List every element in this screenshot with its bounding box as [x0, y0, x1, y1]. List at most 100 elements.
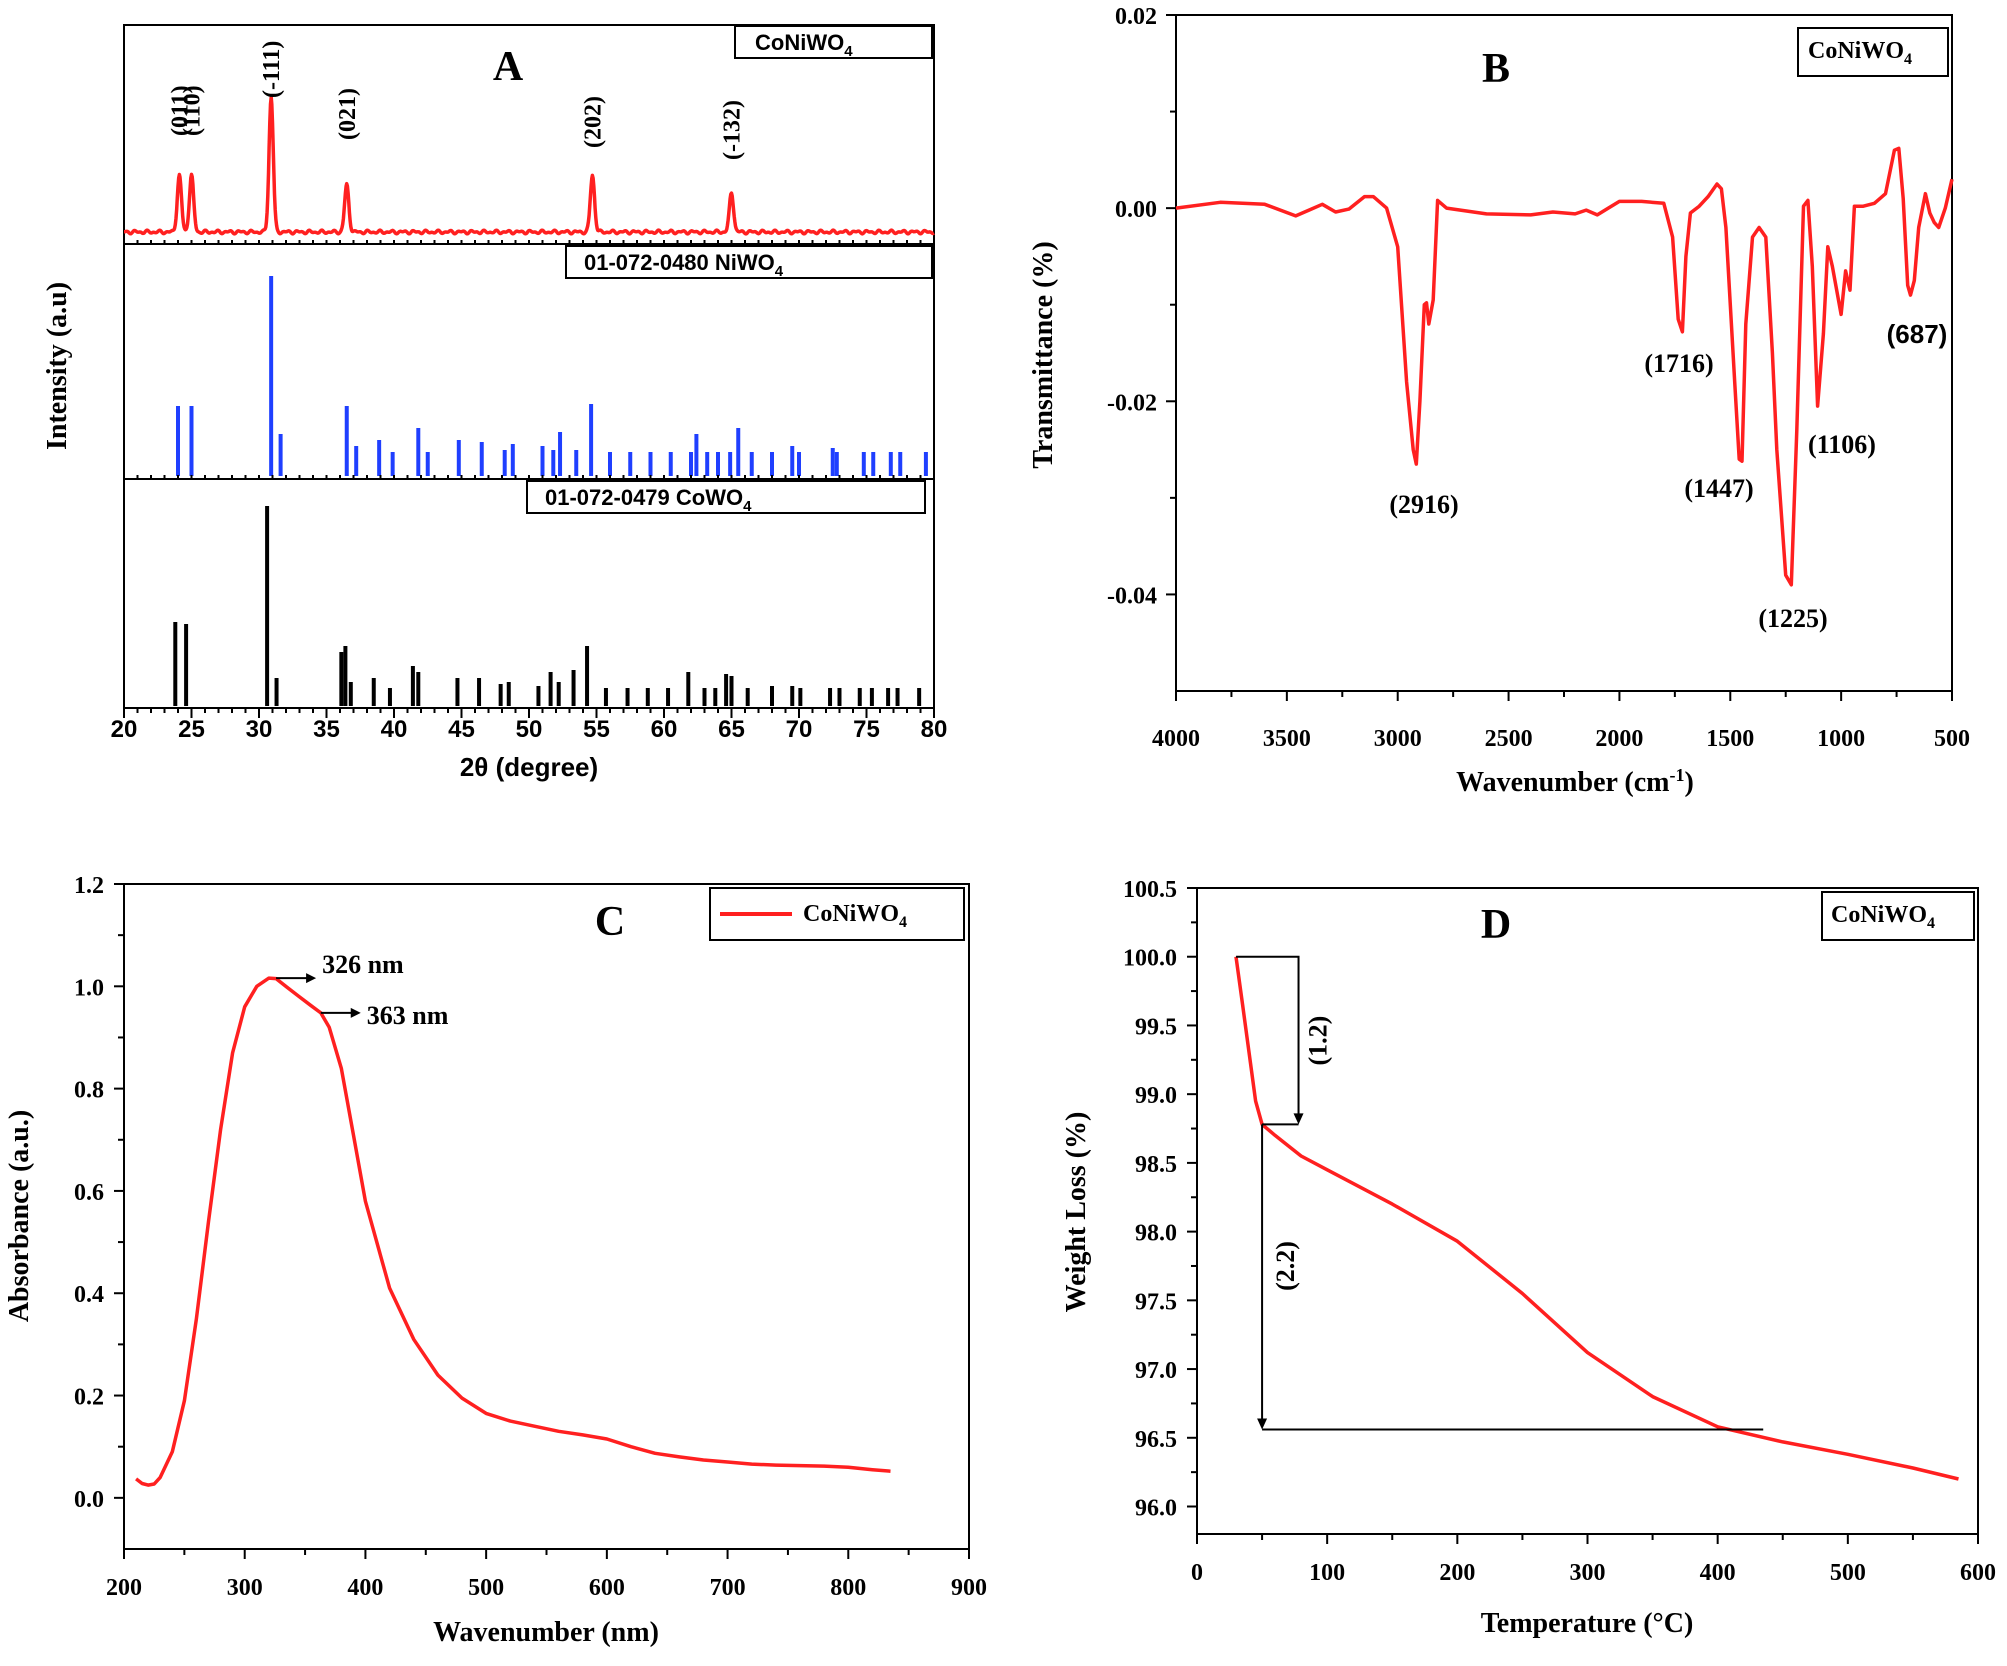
- panel-d-x-axis-label: Temperature (°C): [1481, 1608, 1694, 1639]
- c-xtick-label: 600: [589, 1575, 625, 1601]
- d-xtick-label: 0: [1191, 1560, 1203, 1586]
- c-ytick-label: 0.6: [74, 1180, 104, 1206]
- a-xtick-label: 60: [651, 716, 678, 743]
- d-xtick-label: 300: [1570, 1560, 1606, 1586]
- d-ytick-label: 96.0: [1135, 1496, 1177, 1522]
- panel-a-legend-top: CoNiWO4: [755, 30, 853, 60]
- annotation-2-2: (2.2): [1271, 1241, 1300, 1291]
- d-ytick-label: 99.0: [1135, 1083, 1177, 1109]
- panel-c-label: C: [595, 899, 625, 945]
- annotation-1716: (1716): [1644, 349, 1713, 378]
- b-xtick-label: 1500: [1706, 726, 1754, 752]
- annotation-687: (687): [1887, 319, 1948, 349]
- a-xtick-label: 80: [921, 716, 948, 743]
- panel-d-legend: CoNiWO4: [1831, 902, 1935, 932]
- b-xtick-label: 4000: [1152, 726, 1200, 752]
- c-xtick-label: 800: [830, 1575, 866, 1601]
- c-xtick-label: 700: [710, 1575, 746, 1601]
- c-ytick-label: 0.2: [74, 1385, 104, 1411]
- a-xtick-label: 40: [381, 716, 408, 743]
- cowo4-reference-sticks: [173, 506, 922, 706]
- a-peak-label: (021): [335, 88, 361, 140]
- b-xtick-label: 3500: [1263, 726, 1311, 752]
- panel-d-legend-box: [1821, 891, 1975, 941]
- b-xtick-label: 2500: [1485, 726, 1533, 752]
- panel-c-y-axis-label: Absorbance (a.u.): [4, 1110, 35, 1322]
- panel-a-legend-mid: 01-072-0480 NiWO4: [584, 250, 784, 280]
- b-xtick-label: 2000: [1595, 726, 1643, 752]
- c-ytick-label: 1.2: [74, 873, 104, 899]
- c-ytick-label: 0.8: [74, 1078, 104, 1104]
- d-ytick-label: 99.5: [1135, 1014, 1177, 1040]
- annotation-326nm: 326 nm: [322, 950, 404, 979]
- d-arrowhead-1: [1293, 1113, 1304, 1125]
- panel-a: 20 25 30 35 40 45 50 55 60 65 70 75 80 (011)(110) (-1…: [42, 24, 948, 782]
- panel-b-y-axis-label: Transmittance (%): [1028, 241, 1059, 468]
- a-xtick-label: 45: [448, 716, 475, 743]
- panel-c-frame: [123, 883, 970, 1550]
- panel-c-ticks: 200 300 400 500 600 700 800 900 0.0 0.2 0.4 0.6 0.8 1…: [74, 873, 987, 1601]
- annotation-1106: (1106): [1808, 430, 1876, 459]
- c-xtick-label: 900: [951, 1575, 987, 1601]
- panel-a-legend-box: [734, 25, 933, 59]
- panel-d-ticks: 0 100 200 300 400 500 600 96.0 96.5 97.0 97.5 98.0 9…: [1123, 877, 1996, 1586]
- panel-a-y-axis-label: Intensity (a.u): [42, 282, 73, 450]
- c-arrowhead-363: [350, 1007, 361, 1018]
- d-ytick-label: 98.5: [1135, 1152, 1177, 1178]
- c-ytick-label: 0.4: [74, 1282, 104, 1308]
- d-ytick-label: 96.5: [1135, 1427, 1177, 1453]
- panel-a-x-ticks: 20 25 30 35 40 45 50 55 60 65 70 75 80: [111, 240, 948, 743]
- panel-c: 200 300 400 500 600 700 800 900 0.0 0.2 0.4 0.6 0.8 1…: [4, 873, 987, 1648]
- c-xtick-label: 300: [227, 1575, 263, 1601]
- panel-d-weight-loss-brackets: [1236, 955, 1764, 1431]
- d-ytick-label: 100.0: [1123, 946, 1177, 972]
- d-ytick-label: 100.5: [1123, 877, 1177, 903]
- panel-d-frame: [1196, 887, 1979, 1535]
- panel-b-label: B: [1482, 46, 1510, 92]
- a-xtick-label: 65: [718, 716, 745, 743]
- d-xtick-label: 500: [1830, 1560, 1866, 1586]
- a-xtick-label: 25: [178, 716, 205, 743]
- panel-d: 0 100 200 300 400 500 600 96.0 96.5 97.0 97.5 98.0 9…: [1061, 877, 1996, 1639]
- a-xtick-label: 55: [583, 716, 610, 743]
- c-xtick-label: 400: [347, 1575, 383, 1601]
- a-xtick-label: 75: [853, 716, 880, 743]
- niwo4-reference-sticks: [176, 276, 928, 476]
- b-ytick-label: 0.02: [1115, 4, 1157, 30]
- annotation-363nm: 363 nm: [367, 1001, 449, 1030]
- a-peak-label: (202): [580, 96, 606, 148]
- annotation-1-2: (1.2): [1304, 1016, 1333, 1066]
- b-ytick-label: 0.00: [1115, 197, 1157, 223]
- a-xtick-label: 35: [313, 716, 340, 743]
- d-xtick-label: 400: [1700, 1560, 1736, 1586]
- annotation-1225: (1225): [1758, 604, 1827, 633]
- b-xtick-label: 1000: [1817, 726, 1865, 752]
- panel-b-legend-box: [1797, 27, 1949, 77]
- panel-a-niwo4-box: [565, 245, 933, 279]
- panel-b: 4000 3500 3000 2500 2000 1500 1000 500 0.02 0.00 -…: [1028, 4, 1970, 798]
- d-xtick-label: 200: [1439, 1560, 1475, 1586]
- panel-b-x-axis-label: Wavenumber (cm-1): [1456, 765, 1694, 798]
- b-xtick-label: 3000: [1374, 726, 1422, 752]
- b-xtick-label: 500: [1934, 726, 1970, 752]
- c-ytick-label: 0.0: [74, 1487, 104, 1513]
- a-peak-label: (-111): [259, 41, 285, 98]
- panel-b-legend: CoNiWO4: [1808, 38, 1912, 68]
- d-ytick-label: 97.0: [1135, 1358, 1177, 1384]
- c-ytick-label: 1.0: [74, 975, 104, 1001]
- panel-a-peak-labels: (011)(110) (-111) (021) (202) (-132): [167, 41, 745, 160]
- b-ytick-label: -0.04: [1107, 583, 1157, 609]
- coniwo4-uvvis-curve: [135, 976, 891, 1487]
- panel-a-frame: [123, 24, 935, 709]
- panel-a-cowo4-box: [526, 480, 926, 514]
- b-ytick-label: -0.02: [1107, 390, 1157, 416]
- d-arrowhead-2: [1257, 1418, 1268, 1430]
- annotation-2916: (2916): [1389, 490, 1458, 519]
- d-ytick-label: 97.5: [1135, 1289, 1177, 1315]
- coniwo4-xrd-curve: [122, 95, 936, 236]
- panel-b-ticks: 4000 3500 3000 2500 2000 1500 1000 500 0.02 0.00 -…: [1107, 4, 1970, 752]
- coniwo4-ftir-curve: [1175, 146, 1954, 587]
- a-peak-label: (011): [167, 85, 193, 136]
- panel-c-x-axis-label: Wavenumber (nm): [433, 1617, 659, 1648]
